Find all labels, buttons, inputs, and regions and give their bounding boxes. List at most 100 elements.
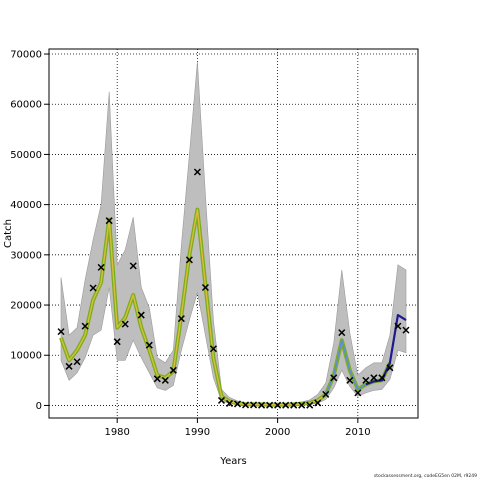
y-tick-label: 20000 <box>10 301 42 312</box>
observed-point <box>89 284 97 292</box>
observed-point-stroke <box>193 168 201 176</box>
observed-point-stroke <box>290 401 298 409</box>
observed-point <box>169 366 177 374</box>
observed-point <box>370 374 378 382</box>
x-tick-label: 2010 <box>345 427 370 438</box>
observed-point-stroke <box>73 358 81 366</box>
y-axis-title: Catch <box>3 219 14 248</box>
observed-point-stroke <box>185 256 193 264</box>
observed-point-stroke <box>201 283 209 291</box>
observed-point <box>97 263 105 271</box>
observed-point <box>105 217 113 225</box>
observed-point-stroke <box>346 376 354 384</box>
y-axis: 0 10000 20000 30000 40000 50000 60000 70000 <box>10 50 49 412</box>
observed-point-stroke <box>394 322 402 330</box>
observed-point-stroke <box>121 320 129 328</box>
fitted-lines <box>59 207 407 407</box>
observed-point <box>201 283 209 291</box>
y-tick-label: 10000 <box>10 351 42 362</box>
series-line-4 <box>365 314 407 386</box>
observed-point-stroke <box>314 399 322 407</box>
observed-point-stroke <box>225 399 234 407</box>
observed-point <box>306 401 314 409</box>
observed-point <box>330 374 338 382</box>
observed-point <box>354 389 362 397</box>
observed-point-stroke <box>153 375 161 383</box>
y-tick-label: 60000 <box>10 100 42 111</box>
footer-credit: stockassessment.org, codeEG5en 02M, r924… <box>373 474 477 479</box>
observed-point-stroke <box>105 217 113 225</box>
observed-point <box>225 399 234 407</box>
x-tick-label: 1990 <box>185 427 210 438</box>
observed-point-stroke <box>81 322 89 330</box>
observed-point-stroke <box>137 311 145 319</box>
observed-point <box>137 311 145 319</box>
observed-point-stroke <box>217 396 225 404</box>
observed-point <box>322 390 330 398</box>
observed-point-stroke <box>250 401 258 409</box>
observed-point <box>314 399 322 407</box>
observed-point-stroke <box>233 400 242 408</box>
observed-point-stroke <box>65 362 73 370</box>
observed-point-stroke <box>386 364 394 372</box>
y-tick-label: 50000 <box>10 150 42 161</box>
observed-point-stroke <box>209 345 217 353</box>
observed-point <box>209 345 217 353</box>
y-tick-label: 30000 <box>10 250 42 261</box>
observed-point <box>402 326 410 334</box>
observed-point <box>145 341 153 349</box>
observed-point <box>250 401 258 409</box>
observed-point <box>394 322 402 330</box>
observed-point <box>274 401 282 409</box>
observed-point <box>233 400 242 408</box>
x-axis: 1980 1990 2000 2010 <box>104 418 371 438</box>
observed-point-stroke <box>282 401 290 409</box>
observed-point-stroke <box>298 401 306 409</box>
observed-point <box>193 168 201 176</box>
observed-point-stroke <box>354 389 362 397</box>
observed-point <box>217 396 225 404</box>
observed-point-stroke <box>129 262 137 270</box>
observed-point-stroke <box>89 284 97 292</box>
observed-point <box>346 376 354 384</box>
observed-point-stroke <box>258 401 266 409</box>
observed-point <box>129 262 137 270</box>
observed-point-stroke <box>177 315 185 323</box>
observed-point-stroke <box>113 338 121 346</box>
observed-point <box>65 362 73 370</box>
observed-point <box>121 320 129 328</box>
confidence-band-area <box>60 61 407 406</box>
observed-point <box>298 401 306 409</box>
observed-point <box>177 315 185 323</box>
observed-point <box>81 322 89 330</box>
observed-points <box>57 168 410 409</box>
observed-point-stroke <box>370 374 378 382</box>
observed-point-stroke <box>362 376 370 384</box>
observed-point <box>282 401 290 409</box>
observed-point-stroke <box>145 341 153 349</box>
y-tick-label: 70000 <box>10 50 42 61</box>
observed-point <box>362 376 370 384</box>
observed-point <box>57 328 65 336</box>
observed-point <box>73 358 81 366</box>
observed-point-stroke <box>338 329 346 337</box>
x-axis-title: Years <box>219 456 246 467</box>
plot-frame <box>48 48 419 419</box>
observed-point <box>378 374 386 382</box>
observed-point <box>290 401 298 409</box>
observed-point <box>338 329 346 337</box>
observed-point-stroke <box>322 390 330 398</box>
y-tick-label: 0 <box>36 401 42 412</box>
observed-point <box>266 401 274 409</box>
observed-point <box>153 375 161 383</box>
observed-point-stroke <box>266 401 274 409</box>
observed-point-stroke <box>161 376 169 384</box>
observed-point <box>242 401 250 409</box>
observed-point-stroke <box>306 401 314 409</box>
observed-point-stroke <box>274 401 282 409</box>
observed-point <box>161 376 169 384</box>
observed-point <box>113 338 121 346</box>
observed-point-stroke <box>57 328 65 336</box>
observed-point-stroke <box>402 326 410 334</box>
